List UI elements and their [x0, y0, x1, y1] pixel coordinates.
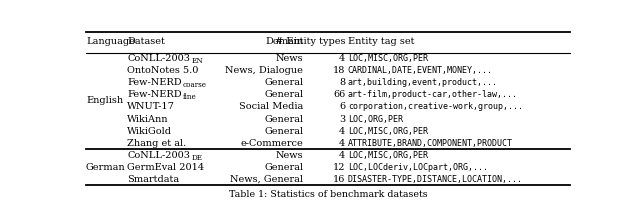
- Text: 8: 8: [339, 79, 346, 88]
- Text: LOC,ORG,PER: LOC,ORG,PER: [348, 114, 403, 123]
- Text: Table 1: Statistics of benchmark datasets: Table 1: Statistics of benchmark dataset…: [228, 190, 428, 199]
- Text: General: General: [264, 91, 303, 100]
- Text: WikiAnn: WikiAnn: [127, 114, 168, 123]
- Text: art-film,product-car,other-law,...: art-film,product-car,other-law,...: [348, 91, 518, 100]
- Text: 6: 6: [339, 103, 346, 111]
- Text: fine: fine: [183, 93, 196, 101]
- Text: CoNLL-2003: CoNLL-2003: [127, 54, 190, 63]
- Text: German: German: [86, 163, 125, 172]
- Text: 4: 4: [339, 151, 346, 160]
- Text: Entity tag set: Entity tag set: [348, 37, 414, 46]
- Text: 12: 12: [333, 163, 346, 172]
- Text: 18: 18: [333, 66, 346, 75]
- Text: Few-NERD: Few-NERD: [127, 79, 182, 88]
- Text: Dataset: Dataset: [127, 37, 165, 46]
- Text: LOC,LOCderiv,LOCpart,ORG,...: LOC,LOCderiv,LOCpart,ORG,...: [348, 163, 488, 172]
- Text: art,building,event,product,...: art,building,event,product,...: [348, 79, 498, 88]
- Text: 3: 3: [339, 114, 346, 123]
- Text: Smartdata: Smartdata: [127, 175, 179, 184]
- Text: Zhang et al.: Zhang et al.: [127, 139, 186, 148]
- Text: DE: DE: [191, 153, 202, 162]
- Text: LOC,MISC,ORG,PER: LOC,MISC,ORG,PER: [348, 54, 428, 63]
- Text: DISASTER-TYPE,DISTANCE,LOCATION,...: DISASTER-TYPE,DISTANCE,LOCATION,...: [348, 175, 523, 184]
- Text: English: English: [86, 97, 123, 106]
- Text: Social Media: Social Media: [239, 103, 303, 111]
- Text: CoNLL-2003: CoNLL-2003: [127, 151, 190, 160]
- Text: 16: 16: [333, 175, 346, 184]
- Text: Few-NERD: Few-NERD: [127, 91, 182, 100]
- Text: GermEval 2014: GermEval 2014: [127, 163, 204, 172]
- Text: # Entity types: # Entity types: [275, 37, 346, 46]
- Text: Language: Language: [86, 37, 135, 46]
- Text: CARDINAL,DATE,EVENT,MONEY,...: CARDINAL,DATE,EVENT,MONEY,...: [348, 66, 493, 75]
- Text: News, General: News, General: [230, 175, 303, 184]
- Text: 4: 4: [339, 54, 346, 63]
- Text: 4: 4: [339, 139, 346, 148]
- Text: General: General: [264, 163, 303, 172]
- Text: EN: EN: [191, 57, 203, 65]
- Text: LOC,MISC,ORG,PER: LOC,MISC,ORG,PER: [348, 151, 428, 160]
- Text: corporation,creative-work,group,...: corporation,creative-work,group,...: [348, 103, 523, 111]
- Text: ATTRIBUTE,BRAND,COMPONENT,PRODUCT: ATTRIBUTE,BRAND,COMPONENT,PRODUCT: [348, 139, 513, 148]
- Text: News: News: [276, 54, 303, 63]
- Text: e-Commerce: e-Commerce: [241, 139, 303, 148]
- Text: coarse: coarse: [183, 81, 207, 89]
- Text: General: General: [264, 79, 303, 88]
- Text: News, Dialogue: News, Dialogue: [225, 66, 303, 75]
- Text: General: General: [264, 114, 303, 123]
- Text: 66: 66: [333, 91, 346, 100]
- Text: Domain: Domain: [265, 37, 303, 46]
- Text: WikiGold: WikiGold: [127, 126, 172, 135]
- Text: LOC,MISC,ORG,PER: LOC,MISC,ORG,PER: [348, 126, 428, 135]
- Text: OntoNotes 5.0: OntoNotes 5.0: [127, 66, 198, 75]
- Text: News: News: [276, 151, 303, 160]
- Text: General: General: [264, 126, 303, 135]
- Text: 4: 4: [339, 126, 346, 135]
- Text: WNUT-17: WNUT-17: [127, 103, 175, 111]
